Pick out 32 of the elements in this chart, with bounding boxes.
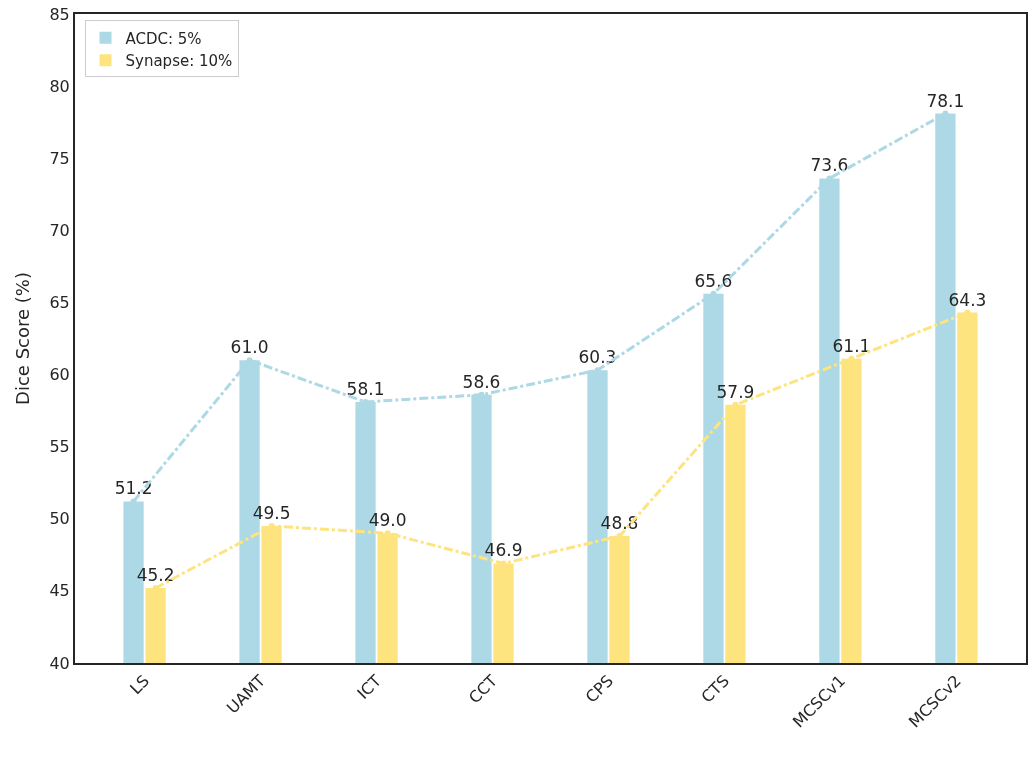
y-tick-label: 55	[49, 437, 70, 457]
y-tick-label: 65	[49, 293, 70, 313]
data-label: 61.1	[832, 335, 871, 356]
data-label: 49.0	[368, 510, 407, 531]
y-tick-label: 85	[49, 4, 70, 24]
y-tick-label: 45	[49, 581, 70, 601]
data-label: 73.6	[810, 155, 849, 176]
y-tick-label: 80	[49, 76, 70, 96]
legend-label: ACDC: 5%	[125, 29, 202, 48]
y-tick-label: 70	[49, 220, 70, 240]
data-label: 58.6	[462, 371, 501, 392]
y-tick-label: 50	[49, 509, 70, 529]
y-axis-title: Dice Score (%)	[12, 272, 34, 405]
data-label: 65.6	[694, 270, 733, 291]
data-label: 46.9	[484, 540, 523, 561]
data-label: 64.3	[948, 289, 987, 310]
x-tick-label: ICT	[353, 671, 386, 703]
x-tick-label: CTS	[697, 671, 733, 707]
data-label: 61.0	[230, 337, 269, 358]
y-tick-label: 40	[49, 653, 70, 673]
x-tick-label: LS	[126, 671, 154, 699]
data-label: 78.1	[926, 90, 965, 111]
data-label: 45.2	[136, 565, 175, 585]
y-tick-label: 60	[49, 365, 70, 385]
x-tick-label: CPS	[581, 671, 617, 707]
y-tick-label: 75	[49, 148, 70, 168]
legend-label: Synapse: 10%	[125, 52, 233, 71]
data-label: 57.9	[716, 381, 755, 402]
data-label: 51.2	[114, 478, 153, 499]
data-label: 49.5	[252, 502, 291, 523]
data-label: 58.1	[346, 378, 385, 399]
data-label: 60.3	[578, 347, 617, 368]
